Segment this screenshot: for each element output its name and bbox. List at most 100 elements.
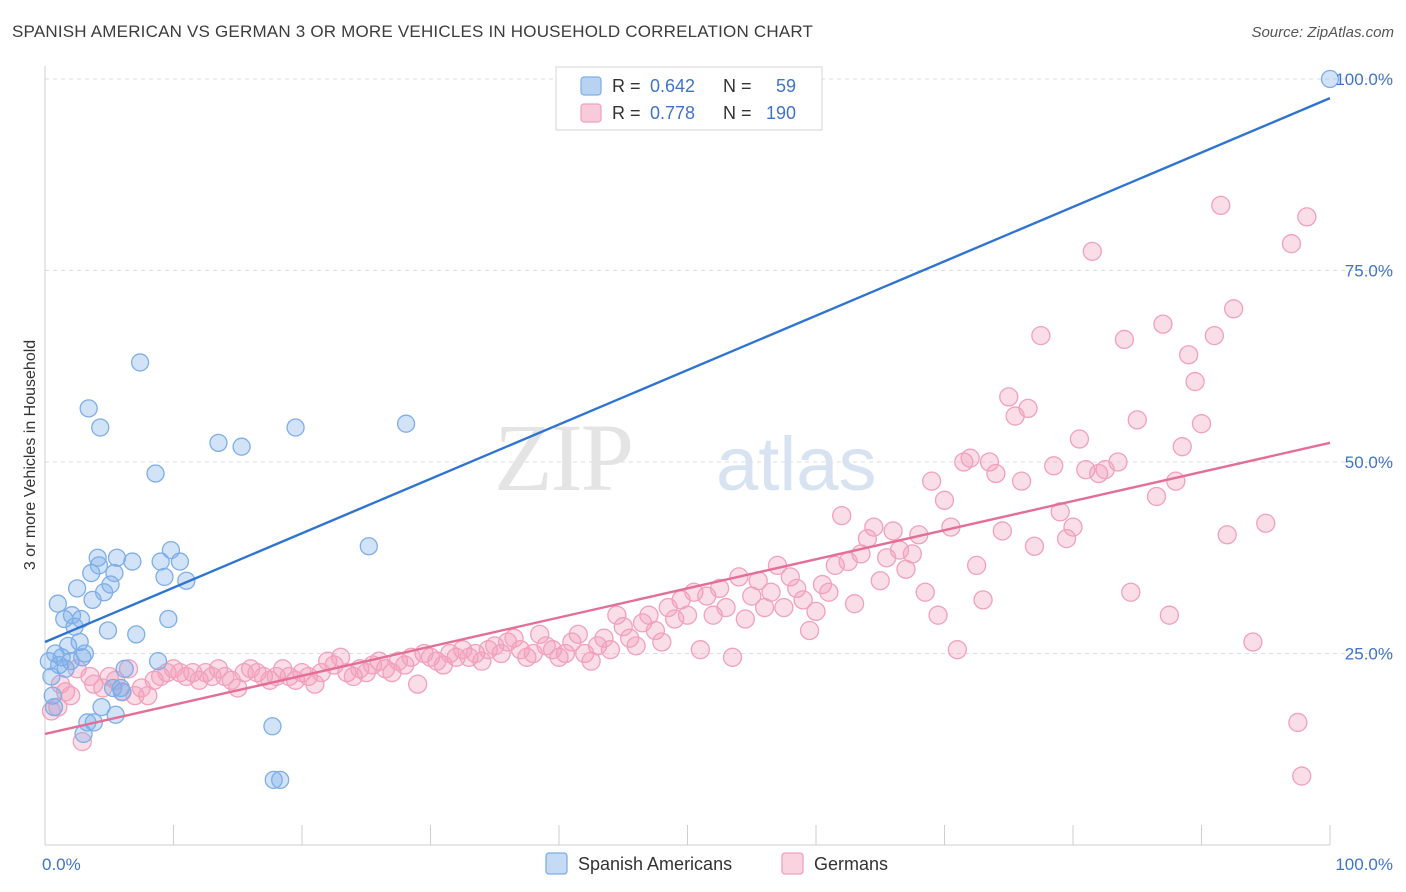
data-point-germans xyxy=(1121,582,1141,602)
watermark-atlas: atlas xyxy=(716,422,877,507)
data-point-spanish-americans xyxy=(103,678,123,698)
data-point-germans xyxy=(979,452,1000,472)
data-point-spanish-americans xyxy=(88,548,107,567)
data-point-germans xyxy=(407,674,428,694)
data-point-germans xyxy=(992,521,1012,541)
stats-r-value: 0.778 xyxy=(650,103,695,123)
data-point-germans xyxy=(883,521,903,541)
stats-r-label: R = xyxy=(612,103,641,123)
data-point-spanish-americans xyxy=(271,770,290,790)
data-point-germans xyxy=(812,574,833,595)
data-point-germans xyxy=(273,659,293,679)
data-point-spanish-americans xyxy=(67,579,87,598)
data-point-spanish-americans xyxy=(52,648,71,667)
data-point-spanish-americans xyxy=(148,652,168,671)
data-point-germans xyxy=(1114,329,1135,350)
data-point-spanish-americans xyxy=(232,437,251,456)
data-point-germans xyxy=(973,590,993,610)
data-point-spanish-americans xyxy=(89,556,109,575)
data-point-germans xyxy=(562,632,582,652)
stats-n-value: 59 xyxy=(776,76,796,96)
data-point-germans xyxy=(472,651,492,671)
data-point-spanish-americans xyxy=(264,770,283,790)
data-point-germans xyxy=(607,605,627,625)
data-point-spanish-americans xyxy=(101,575,120,594)
data-point-germans xyxy=(787,578,807,599)
data-point-germans xyxy=(677,605,698,625)
data-point-germans xyxy=(356,663,376,683)
data-point-germans xyxy=(774,597,794,618)
data-point-germans xyxy=(1166,471,1186,491)
data-point-germans xyxy=(1172,437,1192,457)
data-point-germans xyxy=(61,685,81,706)
data-point-spanish-americans xyxy=(263,717,282,736)
data-point-germans xyxy=(530,624,550,644)
x-tick-label: 100.0% xyxy=(1335,855,1393,874)
data-point-germans xyxy=(966,555,987,576)
data-point-germans xyxy=(1191,414,1212,434)
data-point-germans xyxy=(645,620,666,641)
stats-legend-swatch xyxy=(580,76,602,96)
data-point-germans xyxy=(1063,517,1083,537)
data-point-spanish-americans xyxy=(130,353,150,372)
data-point-germans xyxy=(1146,486,1167,507)
data-point-spanish-americans xyxy=(155,567,174,587)
data-point-spanish-americans xyxy=(170,552,190,571)
data-point-germans xyxy=(305,674,325,694)
data-point-germans xyxy=(928,605,948,625)
data-point-spanish-americans xyxy=(286,418,305,437)
data-point-germans xyxy=(1288,712,1308,733)
data-point-germans xyxy=(709,578,730,599)
data-point-germans xyxy=(735,609,755,629)
data-point-germans xyxy=(600,640,621,660)
chart-source: Source: ZipAtlas.com xyxy=(1251,24,1394,41)
series-legend: Spanish Americans Germans xyxy=(545,852,888,875)
data-point-spanish-americans xyxy=(115,659,134,678)
data-point-germans xyxy=(1153,314,1173,334)
data-point-spanish-americans xyxy=(209,433,228,453)
tick-labels: 25.0% 50.0% 75.0% 100.0% 0.0% 100.0% xyxy=(42,70,1393,874)
data-point-germans xyxy=(999,387,1019,407)
data-point-spanish-americans xyxy=(151,552,170,571)
data-point-spanish-americans xyxy=(92,697,111,717)
trend-line-germans xyxy=(44,441,1331,736)
stats-legend-swatch xyxy=(580,103,602,123)
data-point-germans xyxy=(832,505,852,526)
data-point-spanish-americans xyxy=(91,418,110,437)
stats-r-label: R = xyxy=(612,76,641,96)
trend-lines xyxy=(44,97,1331,736)
data-point-germans xyxy=(761,582,781,602)
data-point-spanish-americans xyxy=(123,552,142,571)
data-point-germans xyxy=(1069,429,1090,449)
data-point-germans xyxy=(1281,234,1302,254)
data-point-germans xyxy=(960,448,980,468)
data-point-germans xyxy=(1243,632,1263,652)
data-point-spanish-americans xyxy=(79,399,98,418)
data-point-spanish-americans xyxy=(146,464,165,483)
data-point-spanish-americans xyxy=(61,652,80,671)
series-legend-label: Spanish Americans xyxy=(578,854,732,874)
data-point-spanish-americans xyxy=(44,697,64,717)
gridlines xyxy=(45,78,1395,654)
stats-legend: R = 0.642 N = 59 R = 0.778 N = 190 xyxy=(555,66,823,131)
data-point-germans xyxy=(947,640,967,660)
data-point-germans xyxy=(870,571,890,591)
series-germans xyxy=(41,195,1317,786)
trend-line-spanish-americans xyxy=(44,97,1331,644)
data-point-germans xyxy=(864,517,884,537)
x-tick-label: 0.0% xyxy=(42,855,81,874)
data-point-germans xyxy=(1127,410,1147,430)
data-point-germans xyxy=(716,597,736,618)
data-point-germans xyxy=(934,490,955,510)
y-tick-label: 25.0% xyxy=(1345,645,1393,664)
data-point-germans xyxy=(48,697,68,717)
data-point-germans xyxy=(395,655,415,675)
data-point-germans xyxy=(915,582,935,602)
data-point-germans xyxy=(1185,371,1205,392)
data-point-spanish-americans xyxy=(359,537,378,556)
data-point-germans xyxy=(722,647,743,667)
data-point-spanish-americans xyxy=(112,682,132,701)
data-point-germans xyxy=(72,731,92,752)
data-point-germans xyxy=(922,471,942,491)
data-point-germans xyxy=(806,601,826,622)
